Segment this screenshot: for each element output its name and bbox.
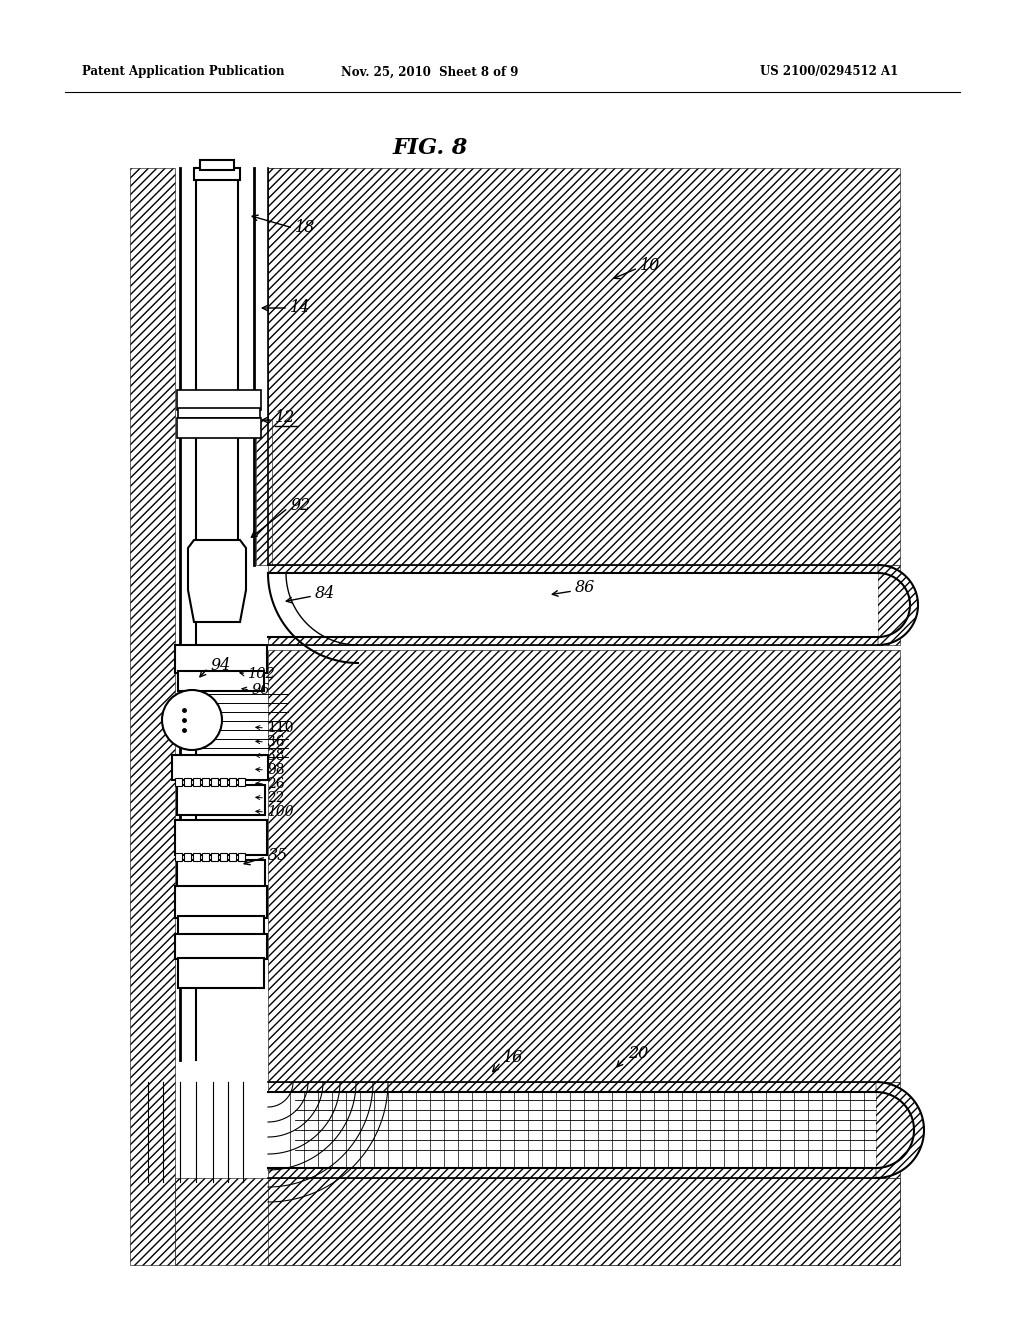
- Bar: [268, 1092, 876, 1168]
- Bar: [193, 853, 200, 861]
- Text: 84: 84: [315, 586, 335, 602]
- Bar: [178, 671, 264, 690]
- Bar: [238, 853, 245, 861]
- Bar: [256, 420, 272, 565]
- Text: Nov. 25, 2010  Sheet 8 of 9: Nov. 25, 2010 Sheet 8 of 9: [341, 66, 519, 78]
- Bar: [175, 777, 182, 785]
- Bar: [268, 1082, 900, 1092]
- Wedge shape: [878, 565, 918, 645]
- Text: 14: 14: [290, 300, 310, 317]
- Text: US 2100/0294512 A1: US 2100/0294512 A1: [760, 66, 898, 78]
- Bar: [180, 168, 256, 1060]
- Bar: [268, 573, 878, 638]
- Bar: [178, 958, 264, 987]
- Text: 96: 96: [252, 682, 270, 697]
- Text: 110: 110: [267, 721, 294, 735]
- Text: Patent Application Publication: Patent Application Publication: [82, 66, 285, 78]
- Text: 36: 36: [267, 735, 285, 748]
- Text: 20: 20: [628, 1044, 648, 1061]
- Bar: [229, 853, 236, 861]
- Text: 12: 12: [275, 409, 295, 426]
- Bar: [175, 820, 267, 855]
- Bar: [211, 777, 218, 785]
- Bar: [220, 777, 227, 785]
- Text: 16: 16: [503, 1049, 523, 1067]
- Bar: [202, 777, 209, 785]
- Bar: [194, 168, 240, 180]
- Bar: [211, 853, 218, 861]
- Bar: [178, 916, 264, 936]
- Bar: [177, 861, 265, 888]
- Bar: [184, 777, 191, 785]
- Bar: [175, 886, 267, 917]
- Bar: [172, 755, 268, 780]
- Bar: [178, 408, 260, 418]
- Text: 102: 102: [248, 667, 275, 681]
- Bar: [268, 168, 338, 565]
- Bar: [268, 565, 900, 573]
- Bar: [175, 935, 267, 960]
- Text: 94: 94: [210, 656, 230, 673]
- Bar: [220, 853, 227, 861]
- Bar: [268, 168, 900, 565]
- Text: 38: 38: [267, 748, 285, 763]
- Text: 35: 35: [268, 846, 288, 863]
- Text: 98: 98: [267, 763, 285, 777]
- Bar: [229, 777, 236, 785]
- Bar: [268, 638, 900, 645]
- Text: FIG. 8: FIG. 8: [392, 137, 468, 158]
- Bar: [175, 853, 182, 861]
- Bar: [268, 1168, 900, 1177]
- Wedge shape: [876, 1082, 924, 1177]
- Bar: [177, 389, 261, 411]
- Bar: [202, 853, 209, 861]
- Bar: [238, 777, 245, 785]
- Bar: [130, 168, 175, 1265]
- Bar: [268, 649, 900, 1082]
- Text: 26: 26: [267, 777, 285, 791]
- Text: 92: 92: [290, 498, 310, 515]
- Text: 10: 10: [640, 256, 660, 273]
- Bar: [184, 853, 191, 861]
- Bar: [177, 785, 265, 814]
- Text: 86: 86: [575, 579, 595, 597]
- Text: 22: 22: [267, 791, 285, 805]
- Polygon shape: [188, 540, 246, 622]
- Bar: [177, 418, 261, 438]
- Bar: [175, 1177, 900, 1265]
- Bar: [193, 777, 200, 785]
- Text: 18: 18: [295, 219, 315, 236]
- Bar: [200, 160, 234, 170]
- Bar: [268, 1177, 900, 1265]
- Bar: [175, 645, 267, 673]
- Circle shape: [162, 690, 222, 750]
- Text: 100: 100: [267, 805, 294, 818]
